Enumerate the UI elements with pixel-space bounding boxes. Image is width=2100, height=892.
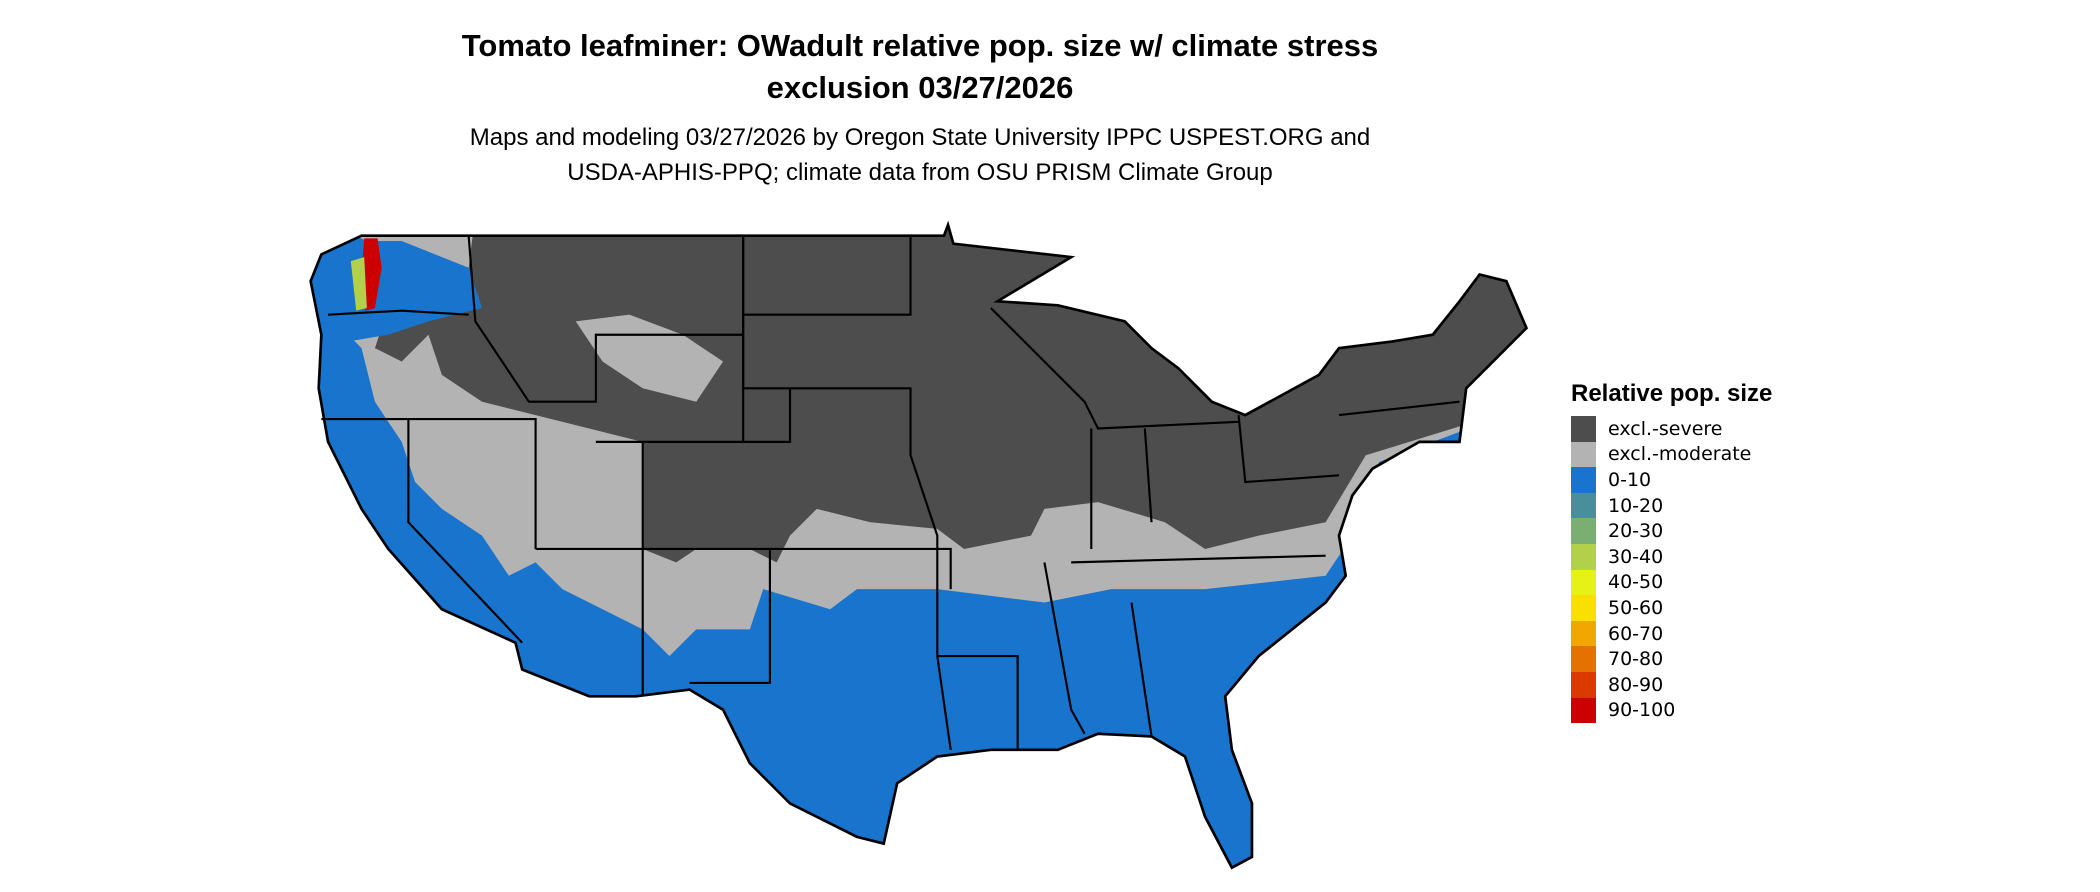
legend-item: 80-90 <box>1571 671 1772 698</box>
region-excl-moderate-patch <box>575 314 724 402</box>
legend-item: 20-30 <box>1571 518 1772 544</box>
legend-label: 40-50 <box>1608 571 1664 594</box>
legend-item: 0-10 <box>1571 467 1772 493</box>
region-0-10-pnw <box>310 241 483 349</box>
legend-item: 40-50 <box>1571 569 1772 596</box>
legend-label: 30-40 <box>1608 545 1664 568</box>
legend-swatch <box>1571 518 1596 544</box>
legend-label: 10-20 <box>1608 494 1664 517</box>
legend: Relative pop. size excl.-severe excl.-mod… <box>1571 380 1773 724</box>
legend-swatch <box>1571 543 1596 570</box>
us-outline <box>309 220 1529 870</box>
legend-item: 10-20 <box>1571 492 1772 519</box>
legend-label: 90-100 <box>1608 699 1676 722</box>
region-mid-pop-puget <box>350 257 367 311</box>
legend-swatch <box>1571 595 1596 621</box>
legend-items: excl.-severe excl.-moderate 0-10 10-20 20-30… <box>1571 416 1772 724</box>
legend-item: excl.-severe <box>1571 416 1772 442</box>
legend-swatch <box>1571 467 1596 493</box>
legend-label: 50-60 <box>1608 596 1664 619</box>
state-boundaries <box>321 235 1460 750</box>
legend-swatch <box>1571 620 1596 647</box>
legend-label: excl.-severe <box>1608 417 1723 440</box>
legend-item: 30-40 <box>1571 543 1772 570</box>
legend-swatch <box>1571 441 1596 468</box>
legend-swatch <box>1571 416 1596 442</box>
legend-item: excl.-moderate <box>1571 441 1772 468</box>
legend-label: excl.-moderate <box>1608 443 1752 466</box>
legend-label: 80-90 <box>1608 673 1664 696</box>
legend-label: 60-70 <box>1608 622 1664 645</box>
legend-swatch <box>1571 492 1596 519</box>
legend-item: 90-100 <box>1571 697 1772 724</box>
legend-label: 70-80 <box>1608 648 1664 671</box>
map-title-line2: exclusion 03/27/2026 <box>766 70 1074 105</box>
legend-swatch <box>1571 671 1596 698</box>
legend-swatch <box>1571 646 1596 672</box>
map-subtitle-line1: Maps and modeling 03/27/2026 by Oregon S… <box>469 124 1371 151</box>
legend-swatch <box>1571 569 1596 596</box>
legend-item: 70-80 <box>1571 646 1772 672</box>
legend-label: 20-30 <box>1608 520 1664 543</box>
region-high-pop-puget <box>361 238 382 311</box>
map-subtitle-line2: USDA-APHIS-PPQ; climate data from OSU PR… <box>567 159 1273 186</box>
legend-title: Relative pop. size <box>1571 380 1773 407</box>
map-title-line1: Tomato leafminer: OWadult relative pop. … <box>461 28 1379 63</box>
legend-item: 50-60 <box>1571 595 1772 621</box>
legend-item: 60-70 <box>1571 620 1772 647</box>
legend-swatch <box>1571 697 1596 724</box>
legend-label: 0-10 <box>1608 468 1652 491</box>
